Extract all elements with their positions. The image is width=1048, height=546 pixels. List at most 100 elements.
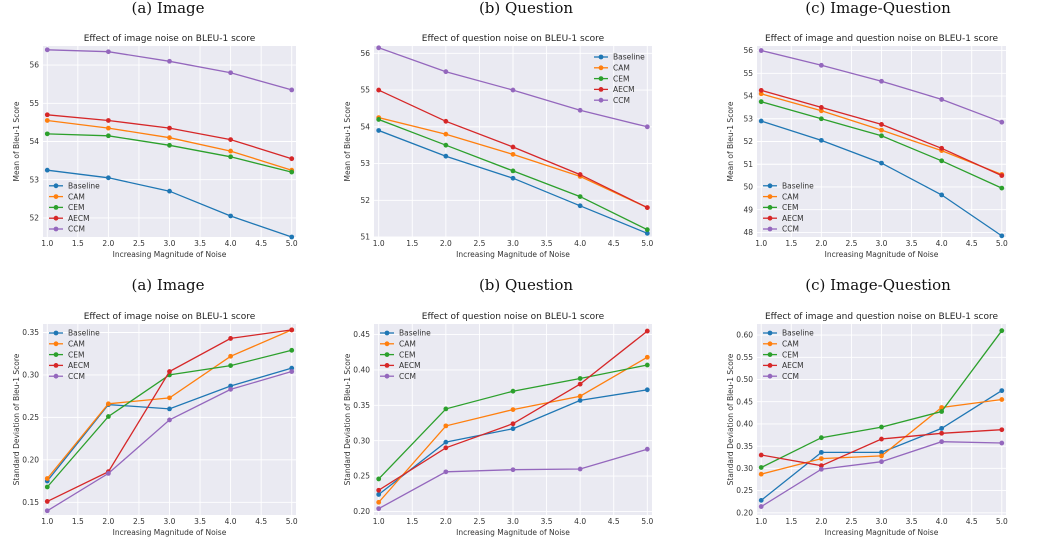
legend-item-cam: CAM <box>380 340 416 349</box>
data-point <box>510 151 516 157</box>
x-tick-label: 4.5 <box>608 517 620 526</box>
legend-swatch-marker <box>384 373 390 379</box>
data-point <box>228 70 234 76</box>
data-point <box>879 459 884 465</box>
data-point <box>167 135 172 141</box>
y-tick-label: 0.35 <box>22 328 39 337</box>
legend-item-cam: CAM <box>49 340 85 349</box>
legend-item-baseline: Baseline <box>380 329 431 338</box>
series-aecm <box>44 112 295 162</box>
series-cem <box>376 117 650 233</box>
data-point <box>999 185 1005 191</box>
data-point <box>758 118 764 124</box>
y-tick-label: 0.30 <box>353 436 370 445</box>
data-point <box>510 467 516 473</box>
y-tick-label: 55 <box>743 69 753 78</box>
x-tick-label: 4.0 <box>574 239 586 248</box>
data-point <box>289 365 295 371</box>
data-point <box>167 369 172 374</box>
y-tick-label: 0.20 <box>22 455 39 464</box>
data-point <box>644 205 650 211</box>
data-point <box>105 401 111 407</box>
legend-label: CCM <box>782 225 799 234</box>
legend-swatch-marker <box>384 363 390 368</box>
legend-swatch-marker <box>767 183 773 189</box>
data-point <box>644 354 650 360</box>
y-tick-label: 0.35 <box>736 442 753 451</box>
chart-title: Effect of image and question noise on BL… <box>765 312 999 322</box>
data-point <box>167 125 172 131</box>
x-tick-label: 3.0 <box>876 517 888 526</box>
data-point <box>167 58 172 64</box>
legend-swatch-marker <box>767 205 773 210</box>
data-point <box>999 173 1005 179</box>
data-point <box>999 119 1005 125</box>
legend-swatch-marker <box>53 330 59 336</box>
legend-swatch-marker <box>598 65 604 71</box>
data-point <box>44 508 50 514</box>
data-point <box>879 160 884 166</box>
data-point <box>376 87 382 93</box>
y-tick-label: 55 <box>360 86 370 95</box>
legend-label: CEM <box>399 350 415 359</box>
legend-label: Baseline <box>399 329 431 338</box>
data-point <box>758 471 764 477</box>
data-point <box>818 463 824 469</box>
caption-top-b: (b) Question <box>479 0 573 17</box>
x-axis-label: Increasing Magnitude of Noise <box>456 528 570 537</box>
data-point <box>510 144 516 150</box>
data-point <box>510 175 516 181</box>
data-point <box>376 487 382 493</box>
legend-swatch-marker <box>53 205 59 210</box>
legend-label: CCM <box>68 225 85 234</box>
data-point <box>818 104 824 110</box>
data-point <box>879 453 884 459</box>
data-point <box>443 469 449 475</box>
y-tick-label: 53 <box>29 175 39 184</box>
legend-swatch-marker <box>384 330 390 336</box>
x-tick-label: 2.5 <box>845 517 857 526</box>
legend-item-cam: CAM <box>763 340 799 349</box>
data-point <box>879 436 884 442</box>
data-point <box>443 423 449 429</box>
data-point <box>999 328 1005 334</box>
series-baseline <box>376 128 650 236</box>
data-point <box>999 388 1005 394</box>
series-cem <box>758 328 1005 470</box>
y-tick-label: 0.40 <box>736 420 753 429</box>
data-point <box>44 112 50 118</box>
series-ccm <box>758 48 1005 125</box>
data-point <box>510 426 516 432</box>
middle-captions: (a) Image (b) Question (c) Image-Questio… <box>132 276 952 294</box>
x-tick-label: 2.0 <box>102 517 114 526</box>
data-point <box>999 427 1005 433</box>
data-point <box>999 397 1005 402</box>
legend-item-ccm: CCM <box>763 372 799 381</box>
x-tick-label: 1.0 <box>755 239 767 248</box>
x-tick-label: 5.0 <box>996 239 1008 248</box>
legend-item-cem: CEM <box>763 203 798 212</box>
chart-2: 1.0 1.5 2.0 2.5 3.0 3.5 4.0 4.5 5.0 51 52 53 54 55 56 E… <box>343 34 653 259</box>
legend-swatch-marker <box>767 352 773 357</box>
legend-label: CCM <box>782 372 799 381</box>
y-tick-label: 0.50 <box>736 375 753 384</box>
data-point <box>289 156 295 162</box>
data-point <box>376 506 382 512</box>
legend-item-baseline: Baseline <box>763 329 814 338</box>
data-point <box>577 381 583 387</box>
data-point <box>818 62 824 68</box>
data-point <box>818 108 824 114</box>
x-tick-label: 2.5 <box>473 517 485 526</box>
legend-label: CEM <box>782 350 798 359</box>
x-tick-label: 1.0 <box>373 239 385 248</box>
data-point <box>289 87 295 93</box>
legend-swatch-marker <box>384 341 390 347</box>
series-ccm <box>758 439 1005 509</box>
data-point <box>443 439 449 445</box>
legend-item-ccm: CCM <box>380 372 416 381</box>
data-point <box>577 194 583 199</box>
y-tick-label: 0.45 <box>353 330 370 339</box>
legend-item-ccm: CCM <box>763 225 799 234</box>
data-point <box>376 45 382 51</box>
